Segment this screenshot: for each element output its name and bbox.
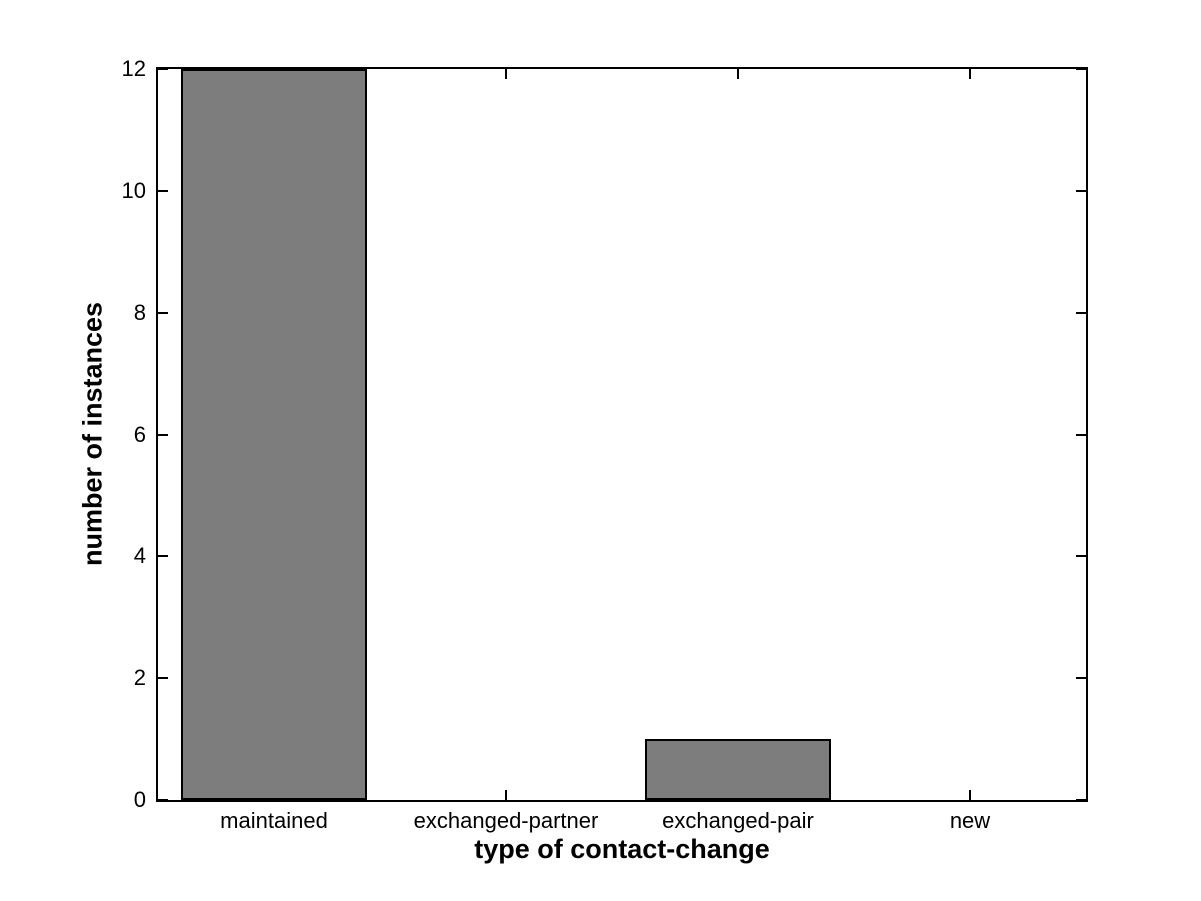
y-tick-mirror <box>1076 189 1086 192</box>
y-tick-label: 10 <box>121 177 146 203</box>
y-tick-mirror <box>1076 69 1086 70</box>
y-tick-mirror <box>1076 311 1086 314</box>
y-tick-mirror <box>1076 799 1086 800</box>
x-axis-label: type of contact-change <box>474 834 770 864</box>
y-tick-mirror <box>1076 555 1086 558</box>
y-tick-label: 8 <box>133 299 146 325</box>
x-tick-label: new <box>949 808 991 833</box>
y-tick <box>158 799 168 800</box>
y-tick-label: 12 <box>121 56 146 81</box>
x-tick-label: maintained <box>220 808 328 833</box>
x-tick-label: exchanged-partner <box>413 808 599 833</box>
bar-exchanged-pair <box>645 739 831 800</box>
y-tick <box>158 433 168 436</box>
plot-area <box>156 67 1088 802</box>
x-tick-label: exchanged-pair <box>662 808 814 833</box>
y-tick-label: 4 <box>133 543 146 569</box>
y-tick-label: 0 <box>133 787 146 812</box>
y-tick-mirror <box>1076 677 1086 680</box>
x-tick-mirror <box>969 69 971 79</box>
x-tick <box>505 790 507 800</box>
y-tick-label: 6 <box>133 421 146 447</box>
y-tick-label: 2 <box>133 665 146 691</box>
y-tick <box>158 69 168 70</box>
y-tick-mirror <box>1076 433 1086 436</box>
x-tick <box>969 790 971 800</box>
y-tick <box>158 677 168 680</box>
x-tick-mirror <box>737 69 739 79</box>
y-tick <box>158 555 168 558</box>
y-tick <box>158 311 168 314</box>
y-tick <box>158 189 168 192</box>
bar-maintained <box>181 69 367 800</box>
x-tick-mirror <box>505 69 507 79</box>
